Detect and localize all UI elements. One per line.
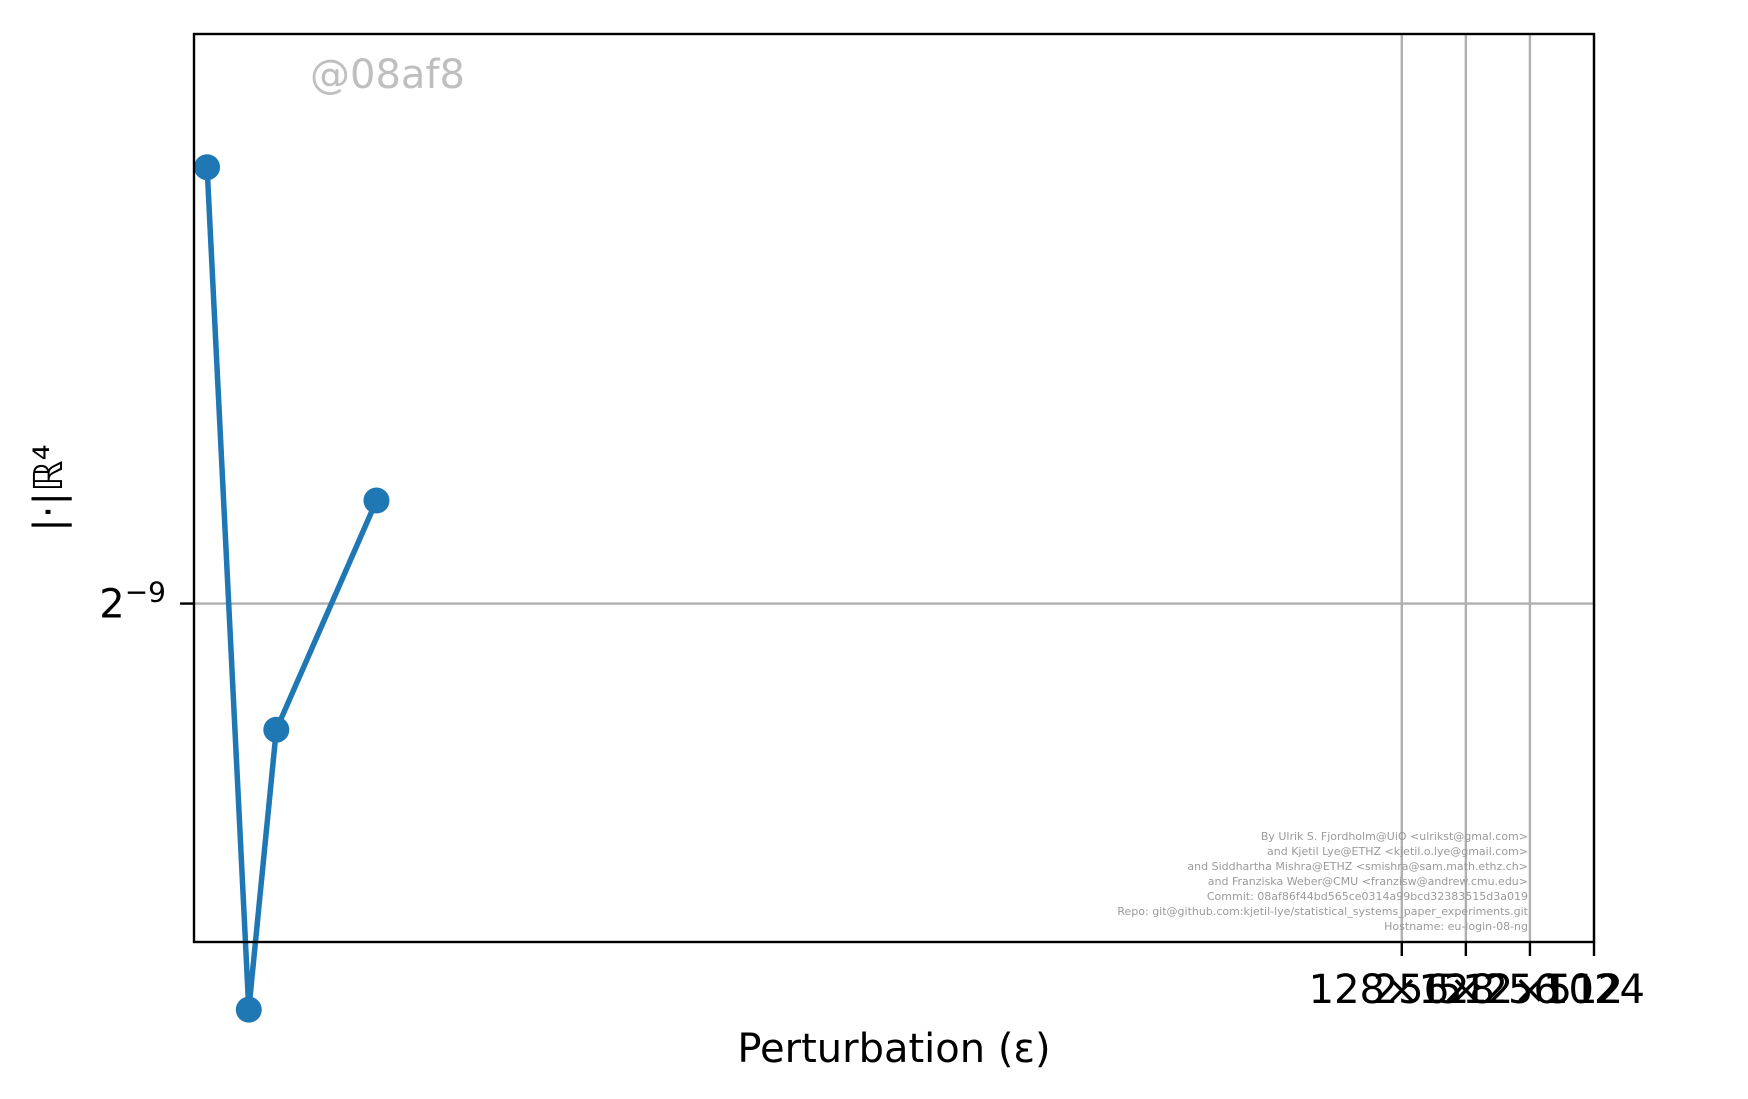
credits-line: Commit: 08af86f44bd565ce0314a99bcd323835… [1207, 890, 1528, 903]
y-axis-label: |·|ℝ⁴ [26, 444, 72, 531]
x-tick-label: 128×128 [1309, 967, 1495, 1013]
y-tick-label: 2−9 [99, 576, 166, 628]
x-tick-label: 512×512 [1437, 967, 1623, 1013]
data-point [194, 154, 221, 181]
credits-line: and Franziska Weber@CMU <franzisw@andrew… [1208, 875, 1528, 888]
credits-line: Hostname: eu-login-08-ng [1384, 920, 1528, 933]
data-point [235, 996, 262, 1023]
watermark: @08af8 [310, 52, 465, 98]
grid-layer [194, 34, 1596, 942]
credits-line: By Ulrik S. Fjordholm@UiO <ulrikst@gmal.… [1261, 830, 1528, 843]
credits-line: Repo: git@github.com:kjetil-lye/statisti… [1117, 905, 1528, 918]
series-layer [194, 154, 390, 1023]
series-line [204, 164, 380, 1013]
data-point [263, 716, 290, 743]
credits-line: and Kjetil Lye@ETHZ <kjetil.o.lye@gmail.… [1267, 845, 1528, 858]
plot-frame [192, 32, 1596, 944]
credits-block: By Ulrik S. Fjordholm@UiO <ulrikst@gmal.… [1117, 830, 1528, 933]
x-tick-label: 1024 [1543, 967, 1645, 1013]
x-tick-label: 256×256 [1373, 967, 1559, 1013]
x-axis-label: Perturbation (ε) [737, 1026, 1050, 1072]
credits-line: and Siddhartha Mishra@ETHZ <smishra@sam.… [1187, 860, 1528, 873]
data-point [363, 487, 390, 514]
